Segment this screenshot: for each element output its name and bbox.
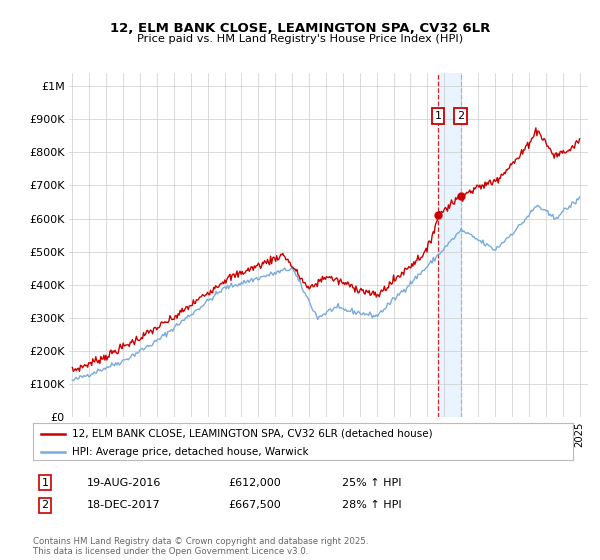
Text: 1: 1: [41, 478, 49, 488]
Bar: [438, 73, 461, 417]
Text: 28% ↑ HPI: 28% ↑ HPI: [342, 500, 401, 510]
Text: 25% ↑ HPI: 25% ↑ HPI: [342, 478, 401, 488]
Text: 1: 1: [434, 111, 442, 121]
Text: £612,000: £612,000: [228, 478, 281, 488]
Text: 12, ELM BANK CLOSE, LEAMINGTON SPA, CV32 6LR: 12, ELM BANK CLOSE, LEAMINGTON SPA, CV32…: [110, 21, 490, 35]
Text: 18-DEC-2017: 18-DEC-2017: [87, 500, 161, 510]
Text: Price paid vs. HM Land Registry's House Price Index (HPI): Price paid vs. HM Land Registry's House …: [137, 34, 463, 44]
Text: 19-AUG-2016: 19-AUG-2016: [87, 478, 161, 488]
Text: HPI: Average price, detached house, Warwick: HPI: Average price, detached house, Warw…: [72, 447, 308, 457]
Text: £667,500: £667,500: [228, 500, 281, 510]
Text: 2: 2: [41, 500, 49, 510]
Text: Contains HM Land Registry data © Crown copyright and database right 2025.
This d: Contains HM Land Registry data © Crown c…: [33, 536, 368, 556]
Text: 2: 2: [457, 111, 464, 121]
Text: 12, ELM BANK CLOSE, LEAMINGTON SPA, CV32 6LR (detached house): 12, ELM BANK CLOSE, LEAMINGTON SPA, CV32…: [72, 429, 433, 438]
